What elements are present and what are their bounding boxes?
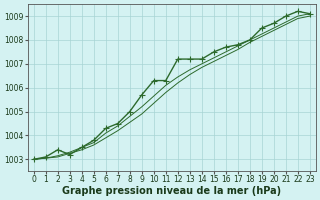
X-axis label: Graphe pression niveau de la mer (hPa): Graphe pression niveau de la mer (hPa) bbox=[62, 186, 281, 196]
